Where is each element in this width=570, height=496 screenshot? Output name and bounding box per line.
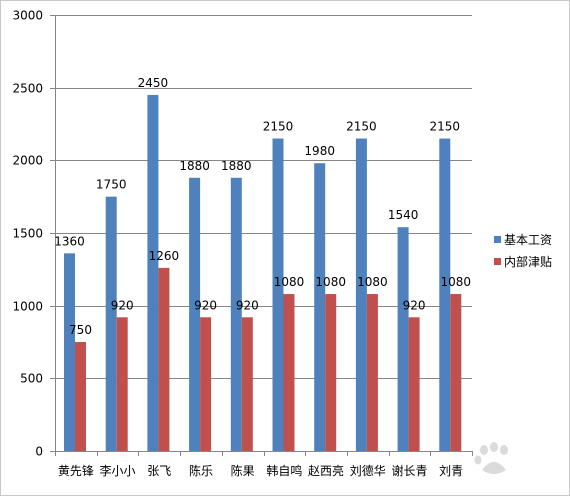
y-tick-label: 3000 <box>12 9 43 23</box>
y-tick-label: 0 <box>35 445 43 459</box>
bars <box>64 94 462 452</box>
legend-swatch-series-1 <box>494 235 501 243</box>
data-label: 1880 <box>221 159 252 173</box>
y-tick-label: 1500 <box>12 227 43 241</box>
x-tick-label: 赵西亮 <box>308 463 344 478</box>
bar-series-2 <box>158 267 170 451</box>
data-label: 2450 <box>138 76 169 90</box>
legend-item-series-1: 基本工资 <box>494 228 566 250</box>
data-label: 1260 <box>149 249 180 263</box>
bar-series-1 <box>64 253 75 451</box>
bar-series-1 <box>314 163 326 452</box>
legend-label-series-1: 基本工资 <box>504 232 553 247</box>
data-label: 2150 <box>346 120 377 134</box>
bar-series-2 <box>408 317 420 451</box>
data-label: 920 <box>194 298 217 312</box>
bar-series-2 <box>325 294 337 451</box>
legend-swatch-series-2 <box>494 257 501 265</box>
legend: 基本工资 内部津贴 <box>494 228 566 272</box>
data-label: 1360 <box>54 234 85 248</box>
y-tick-label: 2000 <box>12 154 43 168</box>
bar-series-1 <box>397 227 409 451</box>
x-tick-label: 韩自鸣 <box>266 463 302 478</box>
data-label: 2150 <box>430 120 461 134</box>
bar-series-2 <box>75 342 86 451</box>
data-label: 1880 <box>179 159 210 173</box>
bar-series-2 <box>366 294 378 451</box>
x-tick-label: 刘德华 <box>350 463 386 478</box>
data-label: 1080 <box>441 275 472 289</box>
data-label: 1080 <box>357 275 388 289</box>
bar-series-1 <box>272 138 284 452</box>
bar-series-1 <box>147 94 159 451</box>
bar-series-1 <box>230 177 242 452</box>
x-tick-label: 刘青 <box>439 464 463 478</box>
data-label: 1750 <box>96 178 127 192</box>
bar-series-2 <box>283 294 295 451</box>
legend-label-series-2: 内部津贴 <box>504 254 553 269</box>
y-tick-label: 2500 <box>12 82 43 96</box>
x-tick-label: 谢长青 <box>391 463 427 478</box>
bar-series-2 <box>241 317 253 451</box>
bar-series-1 <box>355 138 367 452</box>
data-label: 1980 <box>304 144 335 158</box>
y-tick-label: 1000 <box>12 300 43 314</box>
x-tick-label: 陈果 <box>231 463 255 478</box>
bar-series-1 <box>105 196 117 451</box>
bar-series-1 <box>439 138 451 452</box>
y-tick-label: 500 <box>20 372 43 386</box>
data-label: 920 <box>236 298 259 312</box>
data-label: 920 <box>111 298 134 312</box>
baidu-paw-icon <box>468 436 564 488</box>
data-label: 920 <box>403 298 426 312</box>
data-labels: 1360 1750 2450 1880 1880 2150 1980 2150 1540 2150… <box>54 76 471 337</box>
data-label: 1080 <box>274 275 305 289</box>
data-label: 1080 <box>315 275 346 289</box>
bar-series-2 <box>450 294 462 451</box>
data-label: 750 <box>69 323 92 337</box>
x-tick-label: 黄先锋 <box>58 464 94 478</box>
x-tick-label: 张飞 <box>147 464 171 478</box>
data-label: 2150 <box>263 120 294 134</box>
bar-series-2 <box>116 317 128 451</box>
data-label: 1540 <box>388 208 419 222</box>
bar-series-1 <box>189 177 201 452</box>
bar-series-2 <box>200 317 212 451</box>
axes: 0 500 1000 1500 2000 2500 3000 黄先锋 李小小 张飞 陈乐 陈果 韩自鸣赵… <box>12 9 473 478</box>
x-tick-label: 李小小 <box>100 463 136 478</box>
x-tick-label: 陈乐 <box>189 463 213 478</box>
legend-item-series-2: 内部津贴 <box>494 250 566 272</box>
